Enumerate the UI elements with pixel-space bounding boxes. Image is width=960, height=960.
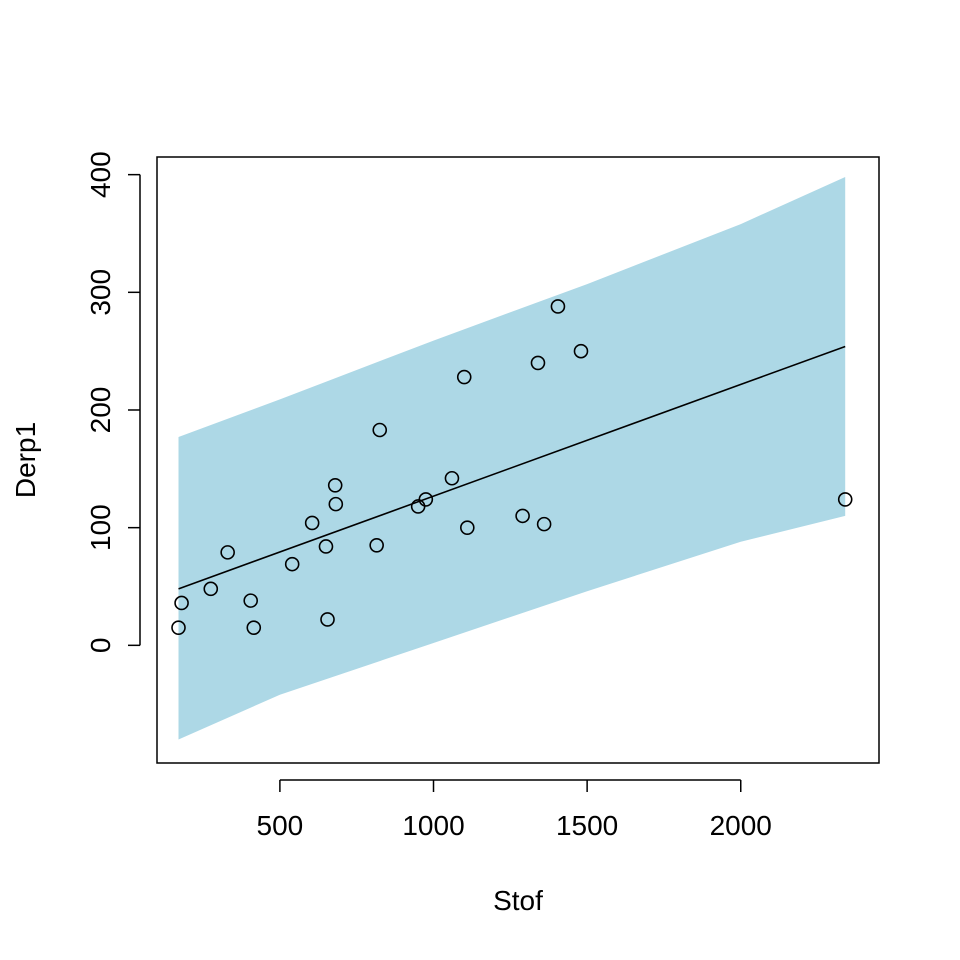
data-point: [246, 620, 262, 635]
data-point: [456, 369, 472, 385]
x-tick-label: 1500: [556, 810, 618, 841]
x-axis-title: Stof: [493, 885, 543, 916]
y-tick-label: 400: [85, 151, 116, 198]
y-tick-label: 200: [85, 387, 116, 434]
y-axis: 0 100 200 300 400: [85, 151, 141, 654]
x-tick-label: 1000: [402, 810, 464, 841]
data-point: [536, 516, 552, 532]
x-axis: 500 1000 1500 2000: [257, 779, 772, 841]
data-point: [174, 595, 189, 611]
data-point: [320, 612, 335, 627]
data-point: [418, 492, 434, 507]
data-point: [530, 355, 546, 371]
plot-frame: [156, 156, 880, 764]
data-point: [515, 508, 530, 524]
data-points-layer: [171, 299, 853, 635]
data-point: [318, 539, 334, 554]
data-point: [327, 477, 343, 493]
y-tick-label: 100: [85, 504, 116, 551]
data-point: [304, 515, 320, 531]
data-point: [837, 492, 853, 507]
x-tick-label: 500: [257, 810, 304, 841]
prediction-band: [178, 177, 846, 740]
data-point: [550, 299, 566, 314]
data-point: [243, 593, 259, 608]
data-point: [328, 496, 344, 512]
data-point: [460, 520, 475, 535]
data-point: [284, 556, 300, 572]
data-point: [372, 422, 388, 438]
data-point: [220, 545, 235, 560]
y-axis-title: Derp1: [10, 422, 41, 498]
data-point: [369, 538, 384, 553]
x-tick-label: 2000: [710, 810, 772, 841]
data-point: [171, 620, 186, 635]
data-point: [573, 343, 589, 359]
fit-line: [178, 345, 846, 590]
y-tick-label: 300: [85, 269, 116, 316]
prediction-band-layer: [178, 177, 846, 740]
data-point: [203, 581, 219, 597]
data-point: [444, 470, 460, 486]
y-tick-label: 0: [85, 638, 116, 654]
fit-line-layer: [178, 345, 846, 590]
